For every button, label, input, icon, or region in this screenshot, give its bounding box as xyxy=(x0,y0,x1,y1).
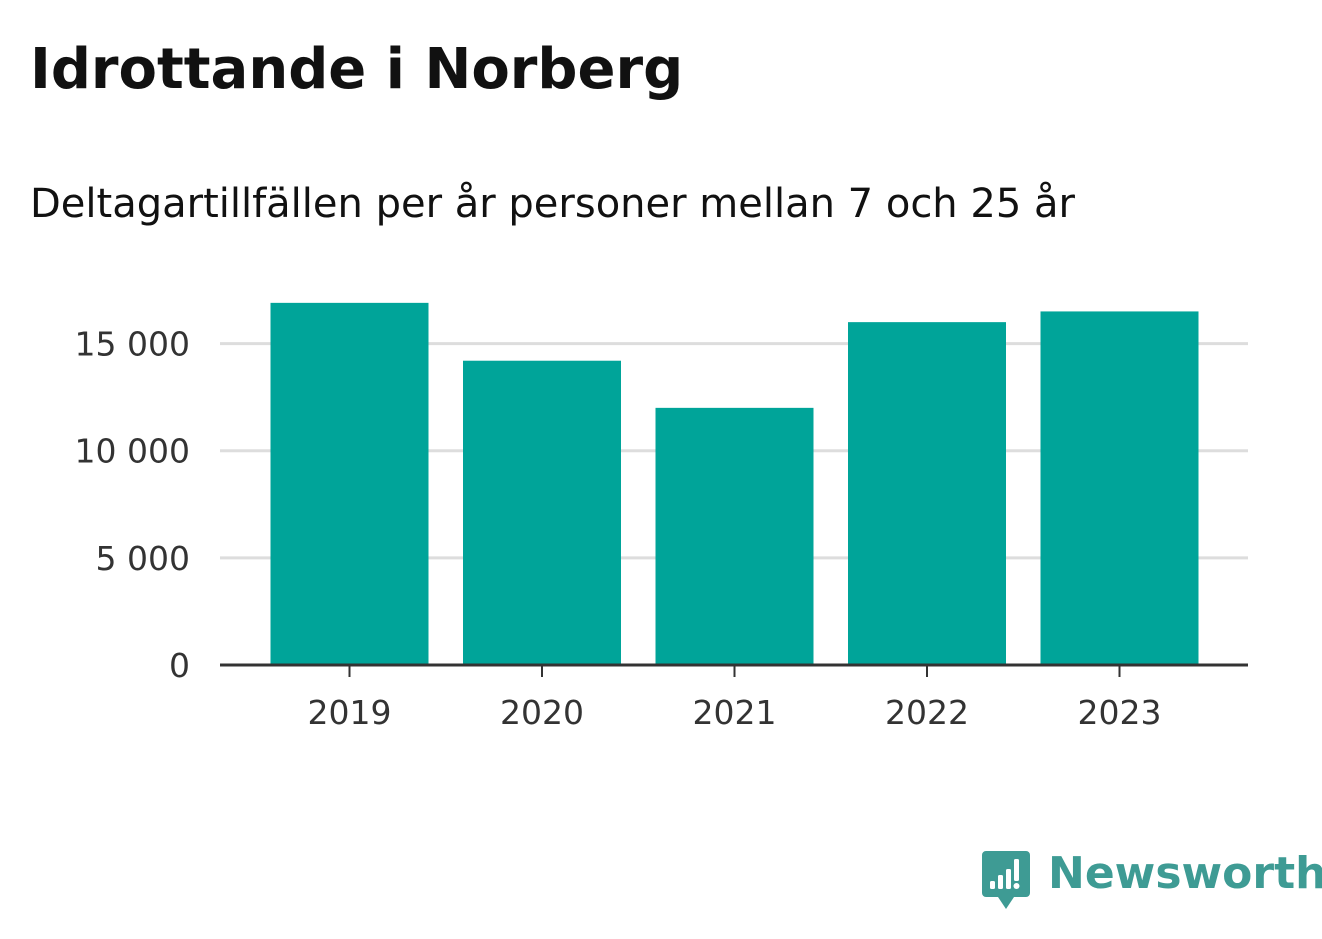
bars xyxy=(270,302,1199,665)
x-axis: 2019 2020 2021 2022 2023 xyxy=(220,663,1248,732)
y-tick-label: 15 000 xyxy=(75,325,190,364)
newsworthy-logo-icon xyxy=(982,851,1030,909)
y-tick-label: 10 000 xyxy=(75,432,190,471)
y-tick-label: 0 xyxy=(169,646,190,685)
bar-2023 xyxy=(1040,311,1199,665)
bar-2019 xyxy=(270,302,429,665)
x-tick-label: 2022 xyxy=(885,693,969,732)
y-tick-label: 5 000 xyxy=(96,539,190,578)
bar-2020 xyxy=(463,360,621,665)
x-tick-label: 2020 xyxy=(500,693,584,732)
y-axis: 0 5 000 10 000 15 000 xyxy=(75,325,190,685)
x-tick-label: 2023 xyxy=(1078,693,1162,732)
brand-name: Newsworthy xyxy=(1048,848,1322,899)
bar-2021 xyxy=(655,407,814,665)
x-tick-label: 2021 xyxy=(693,693,777,732)
chart-subtitle: Deltagartillfällen per år personer mella… xyxy=(30,181,1075,227)
chart-title: Idrottande i Norberg xyxy=(30,37,684,102)
newsworthy-logo: Newsworthy xyxy=(980,848,1322,912)
bar-2022 xyxy=(848,322,1006,665)
x-tick-label: 2019 xyxy=(308,693,392,732)
